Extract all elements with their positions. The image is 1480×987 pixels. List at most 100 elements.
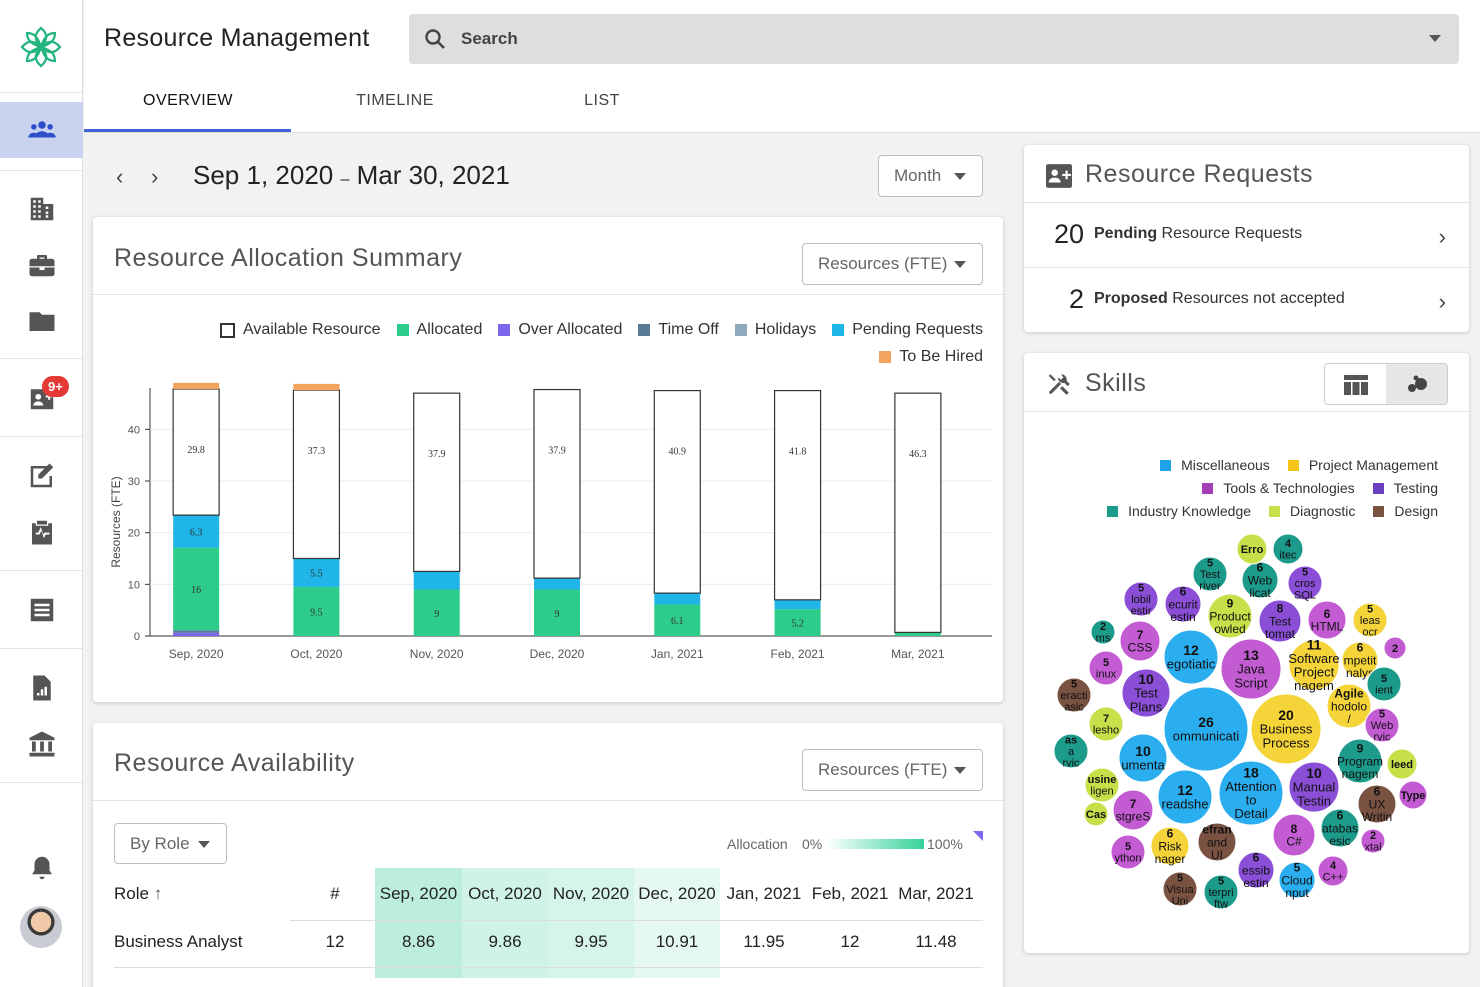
legend-item[interactable]: Time Off bbox=[638, 321, 719, 339]
bubble-circle[interactable] bbox=[1272, 813, 1316, 857]
sidebar-item-timesheets[interactable] bbox=[0, 448, 83, 504]
bubble-circle[interactable] bbox=[1162, 871, 1198, 907]
chevron-down-icon[interactable] bbox=[1429, 35, 1441, 42]
allocation-unit-select[interactable]: Resources (FTE) bbox=[802, 243, 983, 285]
legend-label[interactable]: Miscellaneous bbox=[1181, 457, 1270, 473]
column-header[interactable]: Sep, 2020 bbox=[379, 884, 458, 903]
legend-item[interactable]: Allocated bbox=[396, 321, 482, 339]
bubble-circle[interactable] bbox=[1398, 780, 1428, 810]
bar-segment[interactable] bbox=[173, 382, 220, 390]
skill-bubble[interactable]: Erro bbox=[1236, 533, 1268, 565]
bar-segment[interactable] bbox=[173, 632, 220, 636]
bubble-circle[interactable] bbox=[1218, 760, 1284, 826]
bar-segment[interactable] bbox=[654, 593, 701, 605]
bubble-circle[interactable] bbox=[1320, 808, 1360, 848]
column-header[interactable]: Jan, 2021 bbox=[726, 884, 802, 903]
bubble-circle[interactable] bbox=[1112, 789, 1154, 831]
sidebar-item-files[interactable] bbox=[0, 293, 83, 349]
bubble-circle[interactable] bbox=[1203, 874, 1239, 910]
column-header[interactable]: Nov, 2020 bbox=[552, 884, 630, 903]
skill-bubble[interactable]: Type bbox=[1398, 780, 1428, 810]
table-view-button[interactable] bbox=[1325, 364, 1386, 404]
bar-segment[interactable] bbox=[774, 609, 821, 636]
app-logo-icon[interactable] bbox=[18, 24, 64, 70]
legend-item[interactable]: Holidays bbox=[734, 321, 816, 339]
tab-timeline[interactable]: TIMELINE bbox=[356, 92, 434, 109]
skill-bubble[interactable]: leed bbox=[1386, 748, 1418, 780]
sort-arrow-up-icon[interactable]: ↑ bbox=[148, 884, 163, 903]
pending-requests-row[interactable]: 20 Pending Resource Requests › bbox=[1024, 202, 1468, 266]
search-bar[interactable]: Search bbox=[409, 14, 1459, 64]
bubble-circle[interactable] bbox=[1084, 767, 1120, 803]
sidebar-item-reports[interactable] bbox=[0, 660, 83, 716]
column-header[interactable]: Dec, 2020 bbox=[638, 884, 716, 903]
bubble-circle[interactable] bbox=[1237, 851, 1275, 889]
bar-segment[interactable] bbox=[293, 586, 340, 636]
chevron-left-icon[interactable]: ‹ bbox=[116, 164, 124, 189]
bubble-circle[interactable] bbox=[1288, 761, 1340, 813]
bar-segment[interactable] bbox=[292, 389, 341, 560]
sidebar-item-organization[interactable] bbox=[0, 181, 83, 237]
bubble-circle[interactable] bbox=[1337, 738, 1383, 784]
sidebar-item-requests[interactable]: 9+ bbox=[0, 370, 83, 426]
bubble-circle[interactable] bbox=[1121, 668, 1171, 718]
bar-segment[interactable] bbox=[413, 392, 461, 573]
bubble-circle[interactable] bbox=[1288, 639, 1340, 691]
bubble-circle[interactable] bbox=[1364, 707, 1400, 743]
bubble-circle[interactable] bbox=[1307, 600, 1347, 640]
bubble-circle[interactable] bbox=[1236, 533, 1268, 565]
legend-item[interactable]: Pending Requests bbox=[832, 321, 983, 339]
tab-overview[interactable]: OVERVIEW bbox=[143, 92, 233, 109]
bar-segment[interactable] bbox=[894, 632, 941, 636]
bubble-circle[interactable] bbox=[1150, 826, 1190, 866]
bubble-circle[interactable] bbox=[1366, 666, 1402, 702]
bubble-circle[interactable] bbox=[1197, 822, 1237, 862]
legend-label[interactable]: Tools & Technologies bbox=[1223, 480, 1355, 496]
bubble-circle[interactable] bbox=[1163, 629, 1219, 685]
column-header[interactable]: Oct, 2020 bbox=[468, 884, 542, 903]
bubble-circle[interactable] bbox=[1110, 834, 1146, 870]
skill-bubble[interactable]: 2ms bbox=[1090, 619, 1116, 645]
skill-bubble[interactable]: 2 bbox=[1383, 636, 1407, 660]
bubble-circle[interactable] bbox=[1157, 769, 1213, 825]
bubble-circle[interactable] bbox=[1192, 556, 1228, 592]
group-by-select[interactable]: By Role bbox=[114, 823, 227, 864]
bar-segment[interactable] bbox=[534, 578, 580, 590]
bar-segment[interactable] bbox=[653, 389, 701, 594]
legend-label[interactable]: Design bbox=[1394, 503, 1438, 519]
bubble-circle[interactable] bbox=[1272, 533, 1304, 565]
avatar[interactable] bbox=[20, 906, 62, 948]
bubble-circle[interactable] bbox=[1088, 706, 1124, 742]
bubble-circle[interactable] bbox=[1207, 593, 1253, 639]
bubble-circle[interactable] bbox=[1056, 677, 1092, 713]
column-header[interactable]: Feb, 2021 bbox=[811, 884, 889, 903]
sidebar-item-health[interactable] bbox=[0, 504, 83, 560]
chevron-right-icon[interactable]: › bbox=[151, 164, 159, 189]
legend-label[interactable]: Diagnostic bbox=[1290, 503, 1356, 519]
bubble-circle[interactable] bbox=[1360, 828, 1386, 854]
bar-segment[interactable] bbox=[413, 571, 460, 590]
bubble-circle[interactable] bbox=[1287, 565, 1323, 601]
